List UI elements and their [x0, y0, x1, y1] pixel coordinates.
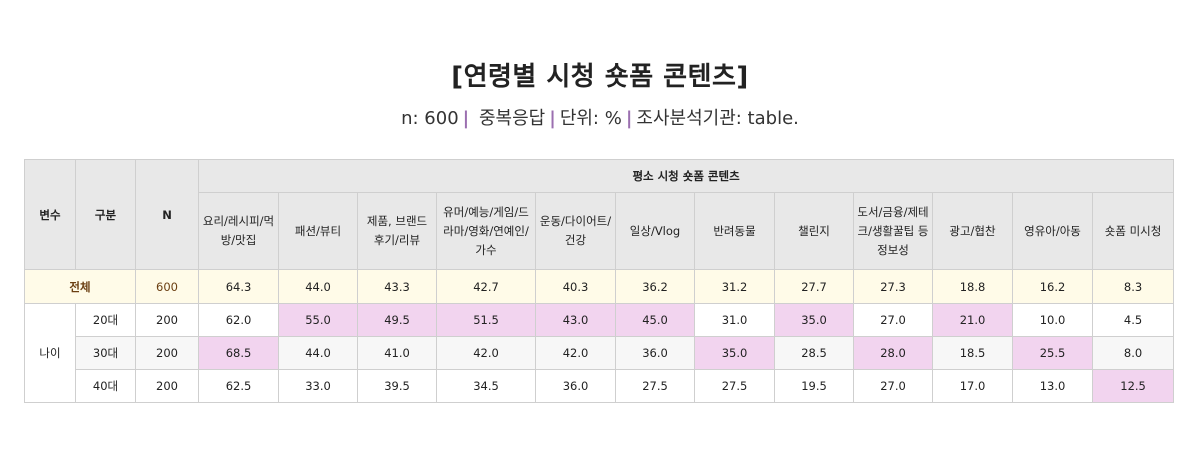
table-cell: 8.3	[1091, 269, 1175, 304]
header-group: 구분	[75, 159, 136, 270]
table-cell: 43.0	[535, 303, 616, 337]
table-cell: 51.5	[436, 303, 536, 337]
table-cell: 16.2	[1012, 269, 1093, 304]
table-cell: 27.5	[694, 369, 775, 403]
table-cell: 28.0	[853, 336, 933, 370]
table-cell: 21.0	[932, 303, 1013, 337]
column-header: 패션/뷰티	[278, 192, 358, 270]
table-cell: 34.5	[436, 369, 536, 403]
table-row: 나이 20대 200 62.0 55.0 49.5 51.5 43.0 45.0 31.0 35.0…	[24, 303, 1175, 403]
table-row: 30대 200 68.5 44.0 41.0 42.0 42.0 36.0 35.0 28.5 28…	[25, 336, 1175, 370]
column-header: 챌린지	[774, 192, 854, 270]
table-cell: 18.8	[932, 269, 1013, 304]
table-cell: 64.3	[198, 269, 279, 304]
row-label-age: 나이	[24, 303, 76, 403]
table-cell: 36.0	[615, 336, 695, 370]
table-cell: 13.0	[1012, 369, 1093, 403]
table-cell: 17.0	[932, 369, 1013, 403]
table-cell: 55.0	[278, 303, 358, 337]
table-cell: 42.0	[436, 336, 536, 370]
column-header: 제품, 브랜드 후기/리뷰	[357, 192, 437, 270]
table-cell: 36.0	[535, 369, 616, 403]
cell-n: 600	[135, 269, 199, 304]
table-cell: 45.0	[615, 303, 695, 337]
table-cell: 35.0	[694, 336, 775, 370]
data-table: 변수 구분 N 평소 시청 숏폼 콘텐츠 요리/레시피/먹방/맛집 패션/뷰티 제품…	[24, 159, 1175, 403]
table-cell: 18.5	[932, 336, 1013, 370]
table-cell: 31.0	[694, 303, 775, 337]
table-cell: 44.0	[278, 269, 358, 304]
table-cell: 39.5	[357, 369, 437, 403]
table-cell: 62.5	[198, 369, 279, 403]
separator: |	[625, 108, 633, 129]
sample-size: n: 600	[401, 108, 459, 129]
page-title: [연령별 시청 숏폼 콘텐츠]	[451, 62, 749, 92]
table-cell: 27.0	[853, 303, 933, 337]
column-header: 도서/금융/제테크/생활꿀팁 등 정보성	[853, 192, 933, 270]
column-header: 운동/다이어트/건강	[535, 192, 616, 270]
table-cell: 8.0	[1091, 336, 1175, 370]
table-cell: 33.0	[278, 369, 358, 403]
table-cell: 25.5	[1012, 336, 1093, 370]
header-var: 변수	[24, 159, 76, 270]
cell-n: 200	[135, 369, 199, 403]
table-cell: 40.3	[535, 269, 616, 304]
table-cell: 42.7	[436, 269, 536, 304]
table-cell: 62.0	[198, 303, 279, 337]
table-cell: 4.5	[1091, 303, 1175, 337]
column-header: 영유아/아동	[1012, 192, 1093, 270]
table-cell: 12.5	[1091, 369, 1175, 403]
cell-n: 200	[135, 336, 199, 370]
row-group-label: 40대	[75, 369, 136, 403]
table-cell: 10.0	[1012, 303, 1093, 337]
row-group-label: 20대	[75, 303, 136, 337]
cell-n: 200	[135, 303, 199, 337]
column-header: 숏폼 미시청	[1091, 192, 1175, 270]
table-row: 40대 200 62.5 33.0 39.5 34.5 36.0 27.5 27.5 19.5 27…	[25, 369, 1175, 403]
column-header: 광고/협찬	[932, 192, 1013, 270]
column-header: 일상/Vlog	[615, 192, 695, 270]
table-cell: 43.3	[357, 269, 437, 304]
table-cell: 28.5	[774, 336, 854, 370]
unit-note: 단위: %	[559, 108, 622, 129]
separator: |	[549, 108, 556, 129]
table-cell: 49.5	[357, 303, 437, 337]
subtitle: n: 600 | 중복응답 | 단위: % | 조사분석기관: table.	[0, 104, 1200, 130]
column-header: 유머/예능/게임/드라마/영화/연예인/가수	[436, 192, 536, 270]
table-cell: 27.0	[853, 369, 933, 403]
table-cell: 31.2	[694, 269, 775, 304]
agency-note: 조사분석기관: table.	[636, 108, 799, 129]
table-cell: 35.0	[774, 303, 854, 337]
table-cell: 27.3	[853, 269, 933, 304]
table-cell: 27.5	[615, 369, 695, 403]
multi-response-note: 중복응답	[478, 108, 546, 129]
table-cell: 68.5	[198, 336, 279, 370]
header-n: N	[135, 159, 199, 270]
table-cell: 44.0	[278, 336, 358, 370]
row-label-total: 전체	[24, 269, 136, 304]
table-cell: 42.0	[535, 336, 616, 370]
header-group-title: 평소 시청 숏폼 콘텐츠	[197, 159, 1175, 193]
table-cell: 27.7	[774, 269, 854, 304]
table-cell: 19.5	[774, 369, 854, 403]
table-row-total: 전체 600 64.3 44.0 43.3 42.7 40.3 36.2 31.2 27.7 27.…	[24, 269, 1175, 304]
table-cell: 41.0	[357, 336, 437, 370]
column-header: 요리/레시피/먹방/맛집	[198, 192, 279, 270]
separator: |	[462, 108, 470, 129]
column-header: 반려동물	[694, 192, 775, 270]
row-group-label: 30대	[75, 336, 136, 370]
table-cell: 36.2	[615, 269, 695, 304]
